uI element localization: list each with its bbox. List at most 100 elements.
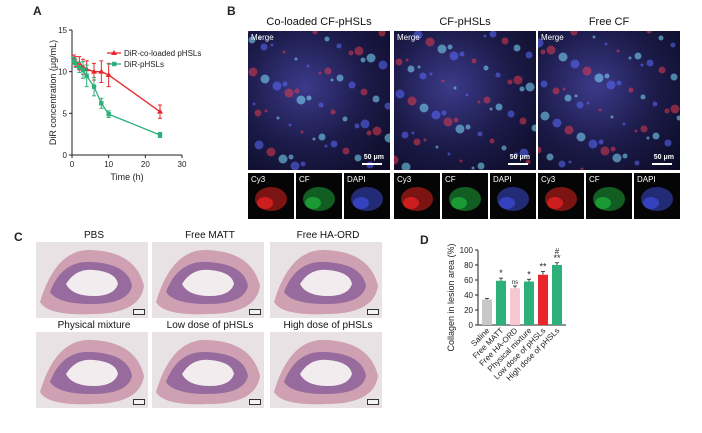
line-chart-series bbox=[70, 54, 163, 138]
legend-label: DiR-co-loaded pHSLs bbox=[124, 49, 201, 58]
bar bbox=[524, 281, 534, 325]
channel-label: Cy3 bbox=[251, 175, 266, 184]
significance-label: * bbox=[527, 269, 531, 279]
channel-image: CF bbox=[442, 173, 488, 219]
merge-image: Merge 50 μm bbox=[248, 31, 390, 170]
legend-marker bbox=[112, 61, 117, 67]
scale-bar bbox=[362, 163, 382, 165]
histology-image bbox=[36, 332, 148, 408]
scale-bar-label: 50 μm bbox=[653, 154, 674, 161]
channel-texture bbox=[449, 187, 481, 211]
line-chart-dir-concentration: 0 10 20 30 0 5 10 15 Time (h) DiR concentration (… bbox=[48, 26, 201, 182]
significance-label: # bbox=[555, 247, 560, 256]
panel-letter-b: B bbox=[227, 4, 236, 18]
bar-chart-axes: 0 20 40 60 80 100 Collagen in lesion area (%) bbox=[446, 243, 566, 352]
channel-image: Cy3 bbox=[248, 173, 294, 219]
bar-chart-bars: *ns*****# bbox=[482, 247, 562, 325]
data-point bbox=[106, 111, 111, 117]
scale-bar bbox=[249, 309, 261, 315]
data-point bbox=[77, 65, 82, 70]
significance-label: * bbox=[499, 268, 503, 278]
histology-image bbox=[270, 332, 382, 408]
histology-image bbox=[270, 242, 382, 318]
histology-texture bbox=[156, 339, 260, 405]
histology-texture bbox=[40, 249, 144, 315]
x-tick-label: 10 bbox=[104, 160, 113, 169]
legend-marker bbox=[111, 50, 117, 55]
histology-title: High dose of pHSLs bbox=[283, 320, 373, 331]
bar bbox=[496, 280, 506, 325]
histology-texture bbox=[274, 249, 378, 315]
fluorescence-column-title: CF-pHSLs bbox=[439, 16, 491, 28]
scale-bar bbox=[133, 309, 145, 315]
y-tick-label: 40 bbox=[464, 291, 473, 300]
channel-image: DAPI bbox=[344, 173, 390, 219]
significance-label: ** bbox=[539, 261, 547, 271]
y-tick-label: 10 bbox=[58, 68, 67, 77]
channel-label: DAPI bbox=[493, 175, 512, 184]
scale-bar-label: 50 μm bbox=[509, 154, 530, 161]
bar bbox=[538, 274, 548, 325]
panel-letter-d: D bbox=[420, 233, 429, 247]
channel-label: Cy3 bbox=[397, 175, 412, 184]
merge-texture bbox=[394, 31, 536, 170]
channel-texture bbox=[401, 187, 433, 211]
data-point bbox=[71, 58, 77, 64]
data-point bbox=[91, 68, 97, 74]
channel-texture bbox=[593, 187, 625, 211]
line-chart-axes: 0 10 20 30 0 5 10 15 Time (h) DiR concentration (… bbox=[48, 26, 187, 182]
channel-texture bbox=[545, 187, 577, 211]
channel-texture bbox=[351, 187, 383, 211]
channel-image: Cy3 bbox=[538, 173, 584, 219]
legend-label: DiR-pHSLs bbox=[124, 60, 164, 69]
channel-image: DAPI bbox=[634, 173, 680, 219]
y-tick-label: 15 bbox=[58, 26, 67, 35]
y-tick-label: 5 bbox=[63, 109, 68, 118]
channel-image: DAPI bbox=[490, 173, 536, 219]
histology-title: PBS bbox=[83, 230, 104, 241]
y-tick-label: 100 bbox=[460, 246, 474, 255]
channel-label: Cy3 bbox=[541, 175, 556, 184]
histology-title: Free MATT bbox=[185, 230, 235, 241]
merge-image: Merge 50 μm bbox=[538, 31, 680, 170]
channel-texture bbox=[303, 187, 335, 211]
channel-image: Cy3 bbox=[394, 173, 440, 219]
x-tick-label: 20 bbox=[141, 160, 150, 169]
x-axis-title: Time (h) bbox=[110, 172, 143, 182]
channel-label: DAPI bbox=[637, 175, 656, 184]
bar bbox=[552, 265, 562, 325]
histology-texture bbox=[40, 339, 144, 405]
scale-bar-label: 50 μm bbox=[363, 154, 384, 161]
y-tick-label: 0 bbox=[469, 321, 474, 330]
data-point bbox=[73, 61, 78, 66]
merge-texture bbox=[538, 31, 680, 170]
data-point bbox=[91, 84, 97, 89]
histology-image bbox=[152, 242, 264, 318]
x-tick-label: 30 bbox=[178, 160, 187, 169]
y-tick-label: 80 bbox=[464, 261, 473, 270]
histology-image bbox=[152, 332, 264, 408]
significance-label: ns bbox=[512, 280, 518, 286]
data-point bbox=[98, 68, 105, 74]
y-axis-title: DiR concentration (μg/mL) bbox=[48, 40, 58, 145]
data-point bbox=[80, 67, 86, 73]
channel-texture bbox=[497, 187, 529, 211]
line-chart-legend: DiR-co-loaded pHSLs DiR-pHSLs bbox=[107, 49, 201, 69]
panel-letter-a: A bbox=[33, 4, 42, 18]
channel-label: CF bbox=[589, 175, 600, 184]
scale-bar bbox=[249, 399, 261, 405]
channel-image: CF bbox=[296, 173, 342, 219]
histology-title: Physical mixture bbox=[57, 320, 131, 331]
y-tick-label: 0 bbox=[63, 151, 68, 160]
merge-label: Merge bbox=[397, 33, 420, 42]
y-tick-label: 60 bbox=[464, 276, 473, 285]
channel-image: CF bbox=[586, 173, 632, 219]
fluorescence-column-title: Free CF bbox=[588, 16, 630, 28]
scale-bar bbox=[133, 399, 145, 405]
channel-label: DAPI bbox=[347, 175, 366, 184]
bar bbox=[510, 288, 520, 325]
histology-title: Low dose of pHSLs bbox=[166, 320, 254, 331]
x-tick-label: 0 bbox=[70, 160, 75, 169]
